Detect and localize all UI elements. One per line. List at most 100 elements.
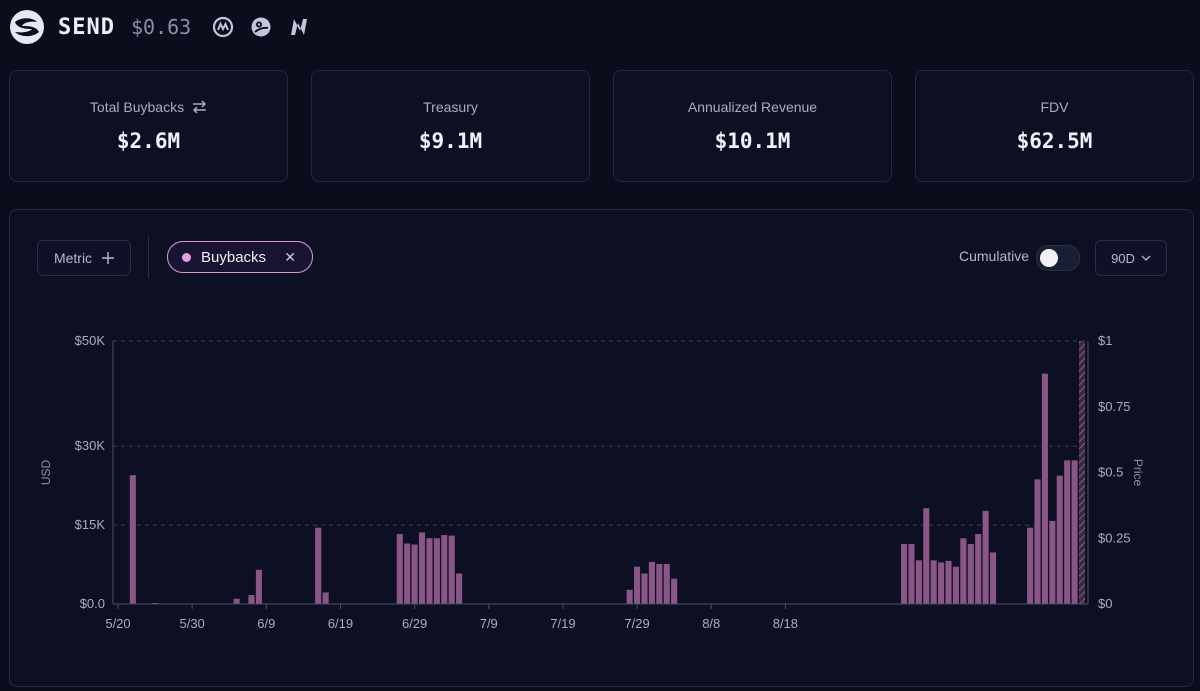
y-tick-label: $0.0 bbox=[80, 596, 105, 611]
series-color-dot bbox=[182, 252, 191, 262]
bar bbox=[152, 602, 159, 604]
bar bbox=[915, 560, 922, 604]
metric-button-label: Metric bbox=[53, 250, 93, 266]
bar bbox=[1071, 460, 1078, 604]
x-tick-label: 7/29 bbox=[624, 616, 649, 631]
y2-axis-title: Price bbox=[1131, 459, 1145, 487]
metric-chip-buybacks[interactable]: Buybacks ✕ bbox=[167, 241, 313, 273]
bar bbox=[404, 543, 411, 604]
bar bbox=[418, 532, 426, 604]
y-tick-label: $50K bbox=[75, 333, 106, 348]
stat-value: $9.1M bbox=[418, 129, 483, 153]
bar bbox=[411, 544, 418, 604]
stat-label: Treasury bbox=[423, 99, 478, 115]
bar bbox=[656, 564, 663, 604]
toolbar-divider bbox=[148, 236, 149, 278]
bar bbox=[960, 538, 967, 604]
bar bbox=[648, 561, 655, 604]
y2-tick-label: $1 bbox=[1098, 333, 1112, 348]
stat-label: Annualized Revenue bbox=[687, 99, 818, 115]
bar bbox=[441, 535, 448, 604]
token-price: $0.63 bbox=[130, 15, 192, 39]
network-n-icon[interactable] bbox=[287, 15, 311, 39]
bar bbox=[255, 569, 262, 604]
add-metric-button[interactable]: Metric bbox=[37, 240, 131, 276]
bar bbox=[634, 566, 641, 604]
x-tick-label: 5/30 bbox=[179, 616, 204, 631]
stat-label: Total Buybacks bbox=[89, 99, 185, 115]
stat-card-total-buybacks: Total Buybacks $2.6M bbox=[9, 70, 288, 182]
bar bbox=[945, 560, 952, 604]
metric-chip-label: Buybacks bbox=[201, 248, 267, 266]
bar bbox=[626, 589, 633, 604]
bar bbox=[930, 560, 937, 604]
remove-metric-icon[interactable]: ✕ bbox=[284, 248, 296, 265]
x-tick-label: 6/29 bbox=[402, 616, 427, 631]
plus-icon bbox=[102, 252, 115, 264]
coingecko-icon[interactable] bbox=[249, 15, 273, 39]
chart-panel: Metric Buybacks ✕ Cumulative 90D bbox=[9, 209, 1194, 687]
time-range-value: 90D bbox=[1111, 250, 1135, 266]
stat-card-annualized-revenue: Annualized Revenue $10.1M bbox=[613, 70, 892, 182]
x-tick-label: 5/20 bbox=[105, 616, 130, 631]
bar bbox=[322, 592, 329, 604]
bar bbox=[315, 527, 322, 604]
bar bbox=[1041, 373, 1048, 604]
y2-tick-label: $0.5 bbox=[1098, 465, 1123, 480]
chevron-down-icon bbox=[1141, 255, 1151, 261]
swap-arrows-icon[interactable] bbox=[192, 100, 207, 114]
cumulative-label: Cumulative bbox=[959, 248, 1030, 264]
bar bbox=[1064, 460, 1071, 604]
bar bbox=[989, 552, 997, 604]
stat-value: $10.1M bbox=[714, 129, 791, 153]
time-range-select[interactable]: 90D bbox=[1095, 240, 1167, 276]
bar bbox=[982, 510, 989, 604]
stat-card-fdv: FDV $62.5M bbox=[915, 70, 1194, 182]
x-tick-label: 6/9 bbox=[257, 616, 275, 631]
bar bbox=[396, 534, 403, 604]
bar bbox=[1027, 527, 1034, 604]
bar bbox=[900, 544, 908, 604]
x-tick-label: 6/19 bbox=[328, 616, 353, 631]
bar bbox=[975, 534, 982, 604]
bar bbox=[641, 573, 648, 604]
bar bbox=[1034, 479, 1041, 604]
cumulative-toggle[interactable] bbox=[1036, 245, 1080, 271]
send-logo-mark bbox=[11, 11, 43, 43]
bar bbox=[233, 598, 240, 604]
x-tick-label: 7/19 bbox=[550, 616, 575, 631]
stat-value: $62.5M bbox=[1016, 129, 1093, 153]
bar bbox=[248, 595, 255, 604]
stat-card-treasury: Treasury $9.1M bbox=[311, 70, 590, 182]
y2-tick-label: $0.75 bbox=[1098, 399, 1131, 414]
coinmarketcap-icon[interactable] bbox=[211, 15, 235, 39]
toggle-knob bbox=[1040, 249, 1058, 267]
bar bbox=[908, 544, 915, 604]
bar bbox=[923, 508, 930, 604]
y2-tick-label: $0 bbox=[1098, 596, 1112, 611]
bar bbox=[952, 566, 959, 604]
y-axis-title: USD bbox=[39, 460, 53, 486]
bar bbox=[448, 535, 455, 604]
bar bbox=[967, 544, 974, 604]
bar bbox=[663, 564, 670, 604]
bar-partial bbox=[1078, 341, 1086, 604]
token-ticker: SEND bbox=[58, 14, 115, 40]
send-logo[interactable] bbox=[10, 10, 44, 44]
y-tick-label: $15K bbox=[75, 517, 106, 532]
x-tick-label: 7/9 bbox=[480, 616, 498, 631]
bar bbox=[433, 538, 440, 604]
top-bar: SEND $0.63 bbox=[10, 8, 311, 46]
bar bbox=[671, 578, 678, 604]
y2-tick-label: $0.25 bbox=[1098, 530, 1131, 545]
bar bbox=[1049, 520, 1056, 604]
x-tick-label: 8/18 bbox=[773, 616, 798, 631]
bar bbox=[129, 475, 136, 604]
stat-label: FDV bbox=[1040, 99, 1069, 115]
bar bbox=[1056, 475, 1063, 604]
bar bbox=[456, 573, 463, 604]
x-tick-label: 8/8 bbox=[702, 616, 720, 631]
bar bbox=[938, 562, 945, 604]
external-links bbox=[211, 15, 311, 39]
